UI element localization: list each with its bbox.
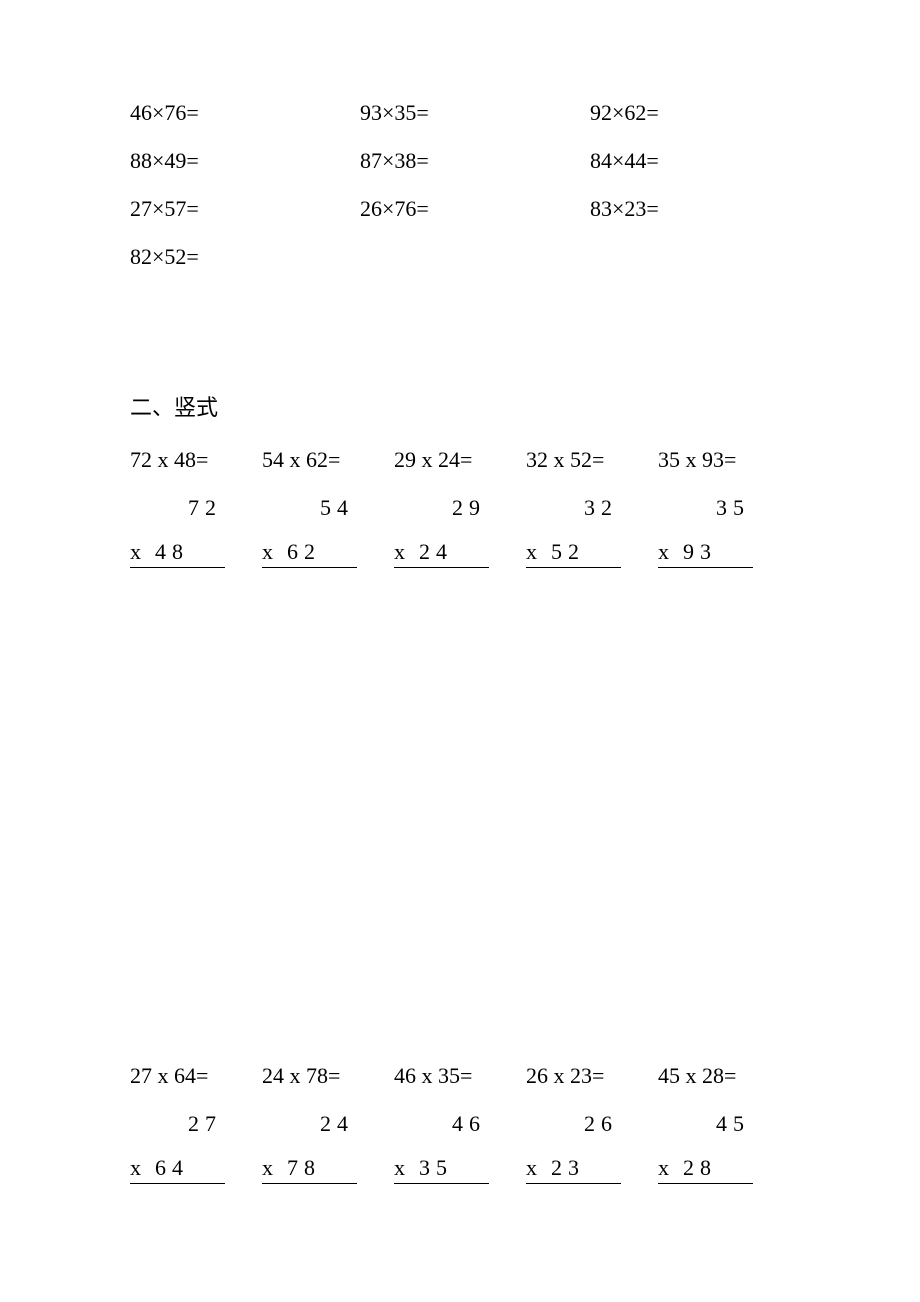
vertical-multiplicand: 35 xyxy=(658,495,790,521)
vertical-multiplier: x24 xyxy=(394,539,489,568)
vertical-problem: 54 x62 xyxy=(262,495,394,568)
vertical-problem: 24 x78 xyxy=(262,1111,394,1184)
horizontal-problem: 93×35= xyxy=(360,100,590,126)
vertical-multiplicand: 26 xyxy=(526,1111,658,1137)
horizontal-problem: 26×76= xyxy=(360,196,590,222)
vertical-multiplier: x78 xyxy=(262,1155,357,1184)
vertical-problem: 32 x52 xyxy=(526,495,658,568)
horizontal-problem: 84×44= xyxy=(590,148,790,174)
vertical-section-heading: 二、竖式 xyxy=(130,390,790,422)
vertical-problem: 29 x24 xyxy=(394,495,526,568)
vertical-problem: 35 x93 xyxy=(658,495,790,568)
vertical-multiplicand: 32 xyxy=(526,495,658,521)
vertical-problem-label: 45 x 28= xyxy=(658,1063,790,1089)
horizontal-row: 46×76= 93×35= 92×62= xyxy=(130,100,790,126)
vertical-problem-label: 46 x 35= xyxy=(394,1063,526,1089)
horizontal-problem: 46×76= xyxy=(130,100,360,126)
vertical-problem-label: 24 x 78= xyxy=(262,1063,394,1089)
vertical-problem-label: 72 x 48= xyxy=(130,447,262,473)
horizontal-problem: 83×23= xyxy=(590,196,790,222)
vertical-problem-label: 32 x 52= xyxy=(526,447,658,473)
vertical-problem-label: 27 x 64= xyxy=(130,1063,262,1089)
vertical-problems-row: 27 x64 24 x78 46 x35 26 x23 45 x28 xyxy=(130,1111,790,1184)
horizontal-row: 27×57= 26×76= 83×23= xyxy=(130,196,790,222)
vertical-multiplicand: 45 xyxy=(658,1111,790,1137)
vertical-problem-label: 26 x 23= xyxy=(526,1063,658,1089)
horizontal-problem: 87×38= xyxy=(360,148,590,174)
vertical-multiplier: x52 xyxy=(526,539,621,568)
vertical-multiplier: x93 xyxy=(658,539,753,568)
vertical-problem: 27 x64 xyxy=(130,1111,262,1184)
vertical-problem-label: 35 x 93= xyxy=(658,447,790,473)
vertical-problem: 72 x48 xyxy=(130,495,262,568)
vertical-labels-row: 72 x 48= 54 x 62= 29 x 24= 32 x 52= 35 x… xyxy=(130,447,790,473)
horizontal-problem: 88×49= xyxy=(130,148,360,174)
horizontal-problem: 82×52= xyxy=(130,244,360,270)
vertical-multiplicand: 29 xyxy=(394,495,526,521)
vertical-group: 72 x 48= 54 x 62= 29 x 24= 32 x 52= 35 x… xyxy=(130,447,790,568)
vertical-multiplier: x23 xyxy=(526,1155,621,1184)
horizontal-row: 82×52= xyxy=(130,244,790,270)
vertical-multiplier: x64 xyxy=(130,1155,225,1184)
vertical-problem: 26 x23 xyxy=(526,1111,658,1184)
horizontal-row: 88×49= 87×38= 84×44= xyxy=(130,148,790,174)
vertical-problem: 45 x28 xyxy=(658,1111,790,1184)
vertical-multiplicand: 54 xyxy=(262,495,394,521)
vertical-problem-label: 54 x 62= xyxy=(262,447,394,473)
vertical-labels-row: 27 x 64= 24 x 78= 46 x 35= 26 x 23= 45 x… xyxy=(130,1063,790,1089)
vertical-multiplicand: 46 xyxy=(394,1111,526,1137)
vertical-group: 27 x 64= 24 x 78= 46 x 35= 26 x 23= 45 x… xyxy=(130,1063,790,1184)
horizontal-problem: 27×57= xyxy=(130,196,360,222)
horizontal-multiplication-section: 46×76= 93×35= 92×62= 88×49= 87×38= 84×44… xyxy=(130,100,790,270)
vertical-problem-label: 29 x 24= xyxy=(394,447,526,473)
vertical-multiplier: x35 xyxy=(394,1155,489,1184)
vertical-multiplicand: 27 xyxy=(130,1111,262,1137)
vertical-problem: 46 x35 xyxy=(394,1111,526,1184)
vertical-multiplier: x28 xyxy=(658,1155,753,1184)
vertical-problems-row: 72 x48 54 x62 29 x24 32 x52 35 x93 xyxy=(130,495,790,568)
vertical-multiplier: x48 xyxy=(130,539,225,568)
vertical-multiplicand: 24 xyxy=(262,1111,394,1137)
vertical-multiplicand: 72 xyxy=(130,495,262,521)
vertical-multiplier: x62 xyxy=(262,539,357,568)
horizontal-problem: 92×62= xyxy=(590,100,790,126)
